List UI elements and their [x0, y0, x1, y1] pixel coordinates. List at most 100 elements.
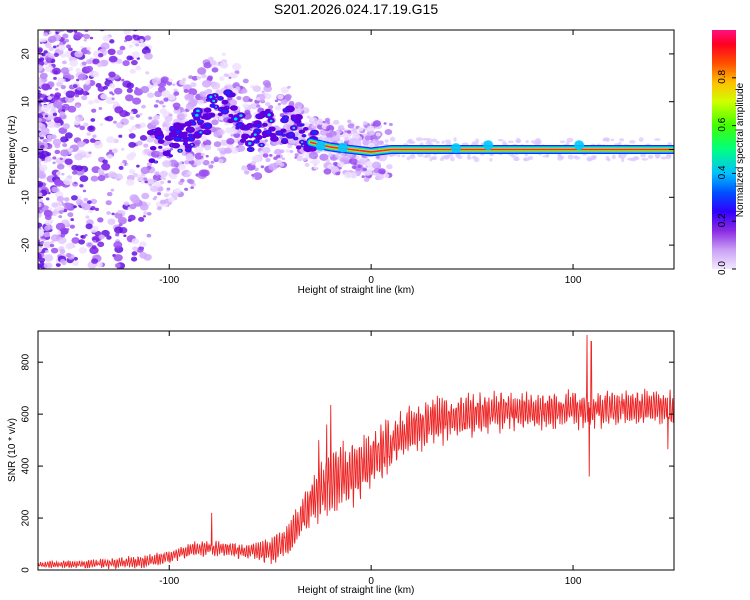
scatter-blob	[185, 154, 195, 162]
spectrogram-ylabel: Frequency (Hz)	[7, 116, 18, 185]
halo-blob	[357, 140, 362, 144]
scatter-blob	[114, 106, 124, 114]
ridge-peak	[199, 131, 202, 134]
scatter-blob	[70, 218, 74, 222]
ridge-blob	[157, 139, 165, 145]
scatter-blob	[357, 127, 364, 132]
scatter-blob	[68, 47, 73, 52]
scatter-blob	[40, 104, 50, 113]
scatter-blob	[131, 256, 138, 262]
scatter-blob	[154, 90, 163, 98]
ridge-peak	[155, 161, 157, 163]
spec-ytick-label: 0	[21, 146, 32, 152]
halo-blob	[627, 157, 634, 161]
halo-blob	[635, 156, 640, 160]
scatter-blob	[66, 44, 71, 49]
scatter-blob	[323, 168, 332, 175]
scatter-blob	[139, 39, 144, 43]
scatter-blob	[235, 86, 241, 91]
scatter-blob	[126, 82, 134, 89]
ridge-peak	[248, 142, 252, 145]
ridge-peak	[292, 126, 296, 130]
scatter-blob	[201, 73, 207, 79]
scatter-blob	[113, 101, 119, 107]
scatter-blob	[90, 118, 96, 122]
scatter-blob	[366, 125, 375, 133]
scatter-blob	[211, 67, 219, 73]
snr-ylabel: SNR (10 * v/v)	[7, 418, 18, 482]
scatter-blob	[178, 161, 183, 165]
scatter-blob	[139, 241, 147, 248]
scatter-blob	[140, 86, 150, 94]
scatter-blob	[38, 209, 41, 213]
scatter-blob	[143, 177, 148, 181]
scatter-blob	[75, 199, 84, 206]
scatter-blob	[44, 156, 52, 162]
scatter-blob	[59, 111, 66, 117]
scatter-blob	[143, 253, 152, 261]
scatter-blob	[174, 106, 179, 111]
scatter-blob	[188, 75, 194, 79]
ridge-core	[301, 123, 304, 126]
scatter-blob	[124, 35, 133, 42]
snr-ytick-label: 200	[21, 509, 32, 526]
scatter-blob	[118, 223, 123, 227]
scatter-blob	[117, 210, 123, 214]
scatter-blob	[168, 192, 172, 196]
scatter-blob	[105, 200, 112, 206]
scatter-blob	[38, 180, 44, 188]
scatter-blob	[253, 172, 262, 180]
scatter-blob	[362, 167, 368, 172]
scatter-blob	[111, 97, 115, 100]
halo-blob	[428, 142, 434, 146]
halo-blob	[611, 154, 616, 160]
scatter-blob	[50, 234, 60, 242]
scatter-blob	[106, 235, 112, 240]
scatter-blob	[84, 234, 88, 237]
scatter-blob	[230, 146, 239, 154]
ridge-blob	[270, 135, 279, 142]
scatter-blob	[236, 96, 242, 101]
scatter-blob	[46, 134, 53, 140]
ridge-core	[188, 137, 194, 141]
ridge-core	[297, 124, 300, 127]
scatter-blob	[383, 122, 387, 125]
scatter-blob	[190, 186, 194, 190]
halo-blob	[384, 139, 389, 143]
scatter-blob	[153, 104, 159, 108]
ridge-blob	[295, 145, 302, 150]
scatter-blob	[226, 84, 234, 91]
scatter-blob	[129, 44, 133, 48]
scatter-blob	[126, 55, 133, 61]
scatter-blob	[38, 192, 43, 197]
colorbar-tick-label: 0.8	[717, 69, 728, 83]
scatter-blob	[63, 197, 70, 202]
ridge-blob	[173, 122, 182, 129]
scatter-blob	[143, 211, 148, 215]
scatter-blob	[56, 171, 62, 176]
scatter-blob	[39, 164, 48, 172]
scatter-blob	[71, 98, 75, 101]
halo-blob	[427, 138, 433, 143]
halo-blob	[457, 155, 463, 160]
ridge-blob	[239, 138, 247, 143]
scatter-blob	[48, 207, 53, 211]
scatter-blob	[114, 87, 123, 95]
scatter-blob	[337, 161, 345, 168]
scatter-blob	[87, 200, 92, 205]
ridge-core	[283, 116, 288, 120]
scatter-blob	[169, 173, 178, 180]
scatter-blob	[64, 39, 69, 43]
ridge-blob	[197, 122, 203, 126]
halo-blob	[497, 138, 504, 142]
scatter-blob	[60, 85, 66, 90]
scatter-blob	[159, 170, 168, 178]
scatter-blob	[241, 165, 248, 171]
scatter-blob	[159, 149, 163, 153]
halo-blob	[318, 136, 323, 139]
halo-blob	[355, 156, 360, 160]
ridge-blob	[246, 122, 254, 129]
scatter-blob	[47, 96, 53, 100]
